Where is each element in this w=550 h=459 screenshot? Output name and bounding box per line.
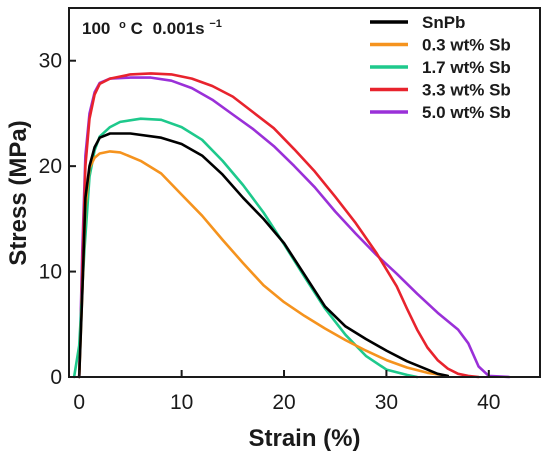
y-tick-label-0: 0 xyxy=(50,366,62,389)
legend-label-1-7-wt-sb: 1.7 wt% Sb xyxy=(422,58,511,77)
series-line-3-3-wt-sb xyxy=(77,72,480,379)
x-tick-label-0: 0 xyxy=(73,391,85,414)
legend-label-3-3-wt-sb: 3.3 wt% Sb xyxy=(422,81,511,100)
y-tick-label-10: 10 xyxy=(39,261,62,284)
y-tick-label-30: 30 xyxy=(39,50,62,73)
legend-label-5-0-wt-sb: 5.0 wt% Sb xyxy=(422,103,511,122)
y-axis-title: Stress (MPa) xyxy=(5,120,32,265)
series-line-0-3-wt-sb xyxy=(77,150,450,379)
condition-unit: C xyxy=(131,19,143,38)
condition-degree: o xyxy=(119,19,126,31)
y-tick-label-20: 20 xyxy=(39,155,62,178)
x-tick-label-30: 30 xyxy=(375,391,398,414)
series-line-5-0-wt-sb xyxy=(77,76,511,379)
condition-rate: 0.001s xyxy=(153,19,205,38)
x-tick-label-20: 20 xyxy=(272,391,295,414)
condition-temperature: 100 xyxy=(82,19,110,38)
series-line-snpb xyxy=(77,132,450,379)
ticks-layer: 0 10 20 30 40 0 10 20 30 xyxy=(39,50,501,414)
x-tick-label-10: 10 xyxy=(170,391,193,414)
plot-frame xyxy=(68,7,541,378)
legend-label-0-3-wt-sb: 0.3 wt% Sb xyxy=(422,36,511,55)
condition-rate-exponent: −1 xyxy=(209,18,222,30)
x-tick-label-40: 40 xyxy=(477,391,500,414)
legend: SnPb 0.3 wt% Sb 1.7 wt% Sb 3.3 wt% Sb 5.0 wt… xyxy=(370,13,511,122)
x-axis-title: Strain (%) xyxy=(248,425,360,452)
series-layer xyxy=(72,72,511,379)
legend-label-snpb: SnPb xyxy=(422,13,465,32)
condition-annotation: 100 o C 0.001s −1 xyxy=(82,13,222,38)
